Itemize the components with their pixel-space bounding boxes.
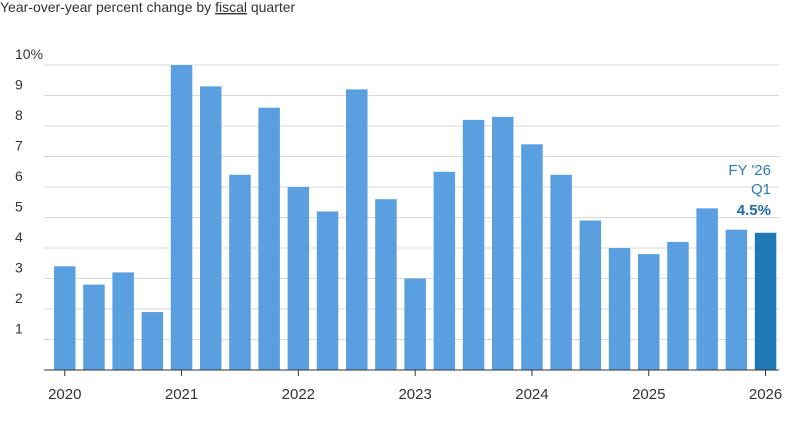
- y-tick-label: 9: [15, 77, 23, 93]
- y-tick-label: 2: [15, 290, 23, 306]
- x-axis-ticks: 2020 2021 2022 2023 2024 2025 2026: [48, 370, 782, 403]
- bar: [112, 272, 134, 370]
- bar: [287, 187, 310, 370]
- subtitle-underlined: fiscal: [215, 0, 247, 15]
- bar: [83, 284, 105, 370]
- bar: [346, 89, 368, 371]
- y-axis-tick-labels: 1 2 3 4 5 6 7 8 9 10%: [15, 46, 43, 337]
- subtitle-suffix: quarter: [247, 0, 296, 15]
- bar: [141, 312, 164, 370]
- grid-lines: [44, 64, 779, 340]
- bar: [579, 220, 602, 370]
- y-tick-label: 3: [15, 260, 23, 276]
- x-tick-label: 2026: [749, 386, 782, 403]
- annotation-fiscal-year: FY '26: [728, 162, 771, 179]
- bar: [550, 174, 572, 370]
- subtitle-prefix: Year-over-year percent change by: [0, 0, 215, 15]
- x-tick-label: 2021: [165, 386, 198, 403]
- y-tick-label: 1: [15, 321, 23, 337]
- y-tick-label: 10%: [15, 46, 43, 62]
- x-tick-label: 2024: [515, 386, 548, 403]
- bar: [433, 171, 456, 370]
- y-tick-label: 5: [15, 199, 23, 215]
- chart-subtitle: Year-over-year percent change by fiscal …: [0, 0, 296, 15]
- x-tick-label: 2023: [398, 386, 431, 403]
- bar: [608, 248, 631, 370]
- bar: [492, 116, 514, 370]
- y-tick-label: 6: [15, 168, 23, 184]
- x-tick-label: 2020: [48, 386, 81, 403]
- bars: [54, 65, 777, 371]
- y-tick-label: 8: [15, 107, 23, 123]
- annotation-value: 4.5%: [737, 202, 771, 219]
- bar: [638, 254, 660, 370]
- bar: [725, 229, 748, 370]
- bar: [667, 241, 689, 370]
- annotation-quarter: Q1: [751, 181, 771, 198]
- x-tick-label: 2025: [632, 386, 665, 403]
- bar: [462, 119, 485, 371]
- bar: [200, 86, 222, 370]
- bar: [54, 266, 76, 370]
- bar: [170, 65, 193, 370]
- bar: [229, 174, 251, 370]
- bar: [258, 107, 280, 370]
- x-tick-label: 2022: [282, 386, 315, 403]
- y-tick-label: 7: [15, 138, 23, 154]
- bar: [696, 208, 718, 370]
- bar: [375, 199, 397, 370]
- y-tick-label: 4: [15, 229, 23, 245]
- bar: [754, 232, 777, 370]
- bar: [404, 278, 426, 370]
- latest-value-annotation: FY '26 Q1 4.5%: [728, 162, 771, 219]
- bar: [521, 144, 543, 370]
- bar: [316, 211, 339, 370]
